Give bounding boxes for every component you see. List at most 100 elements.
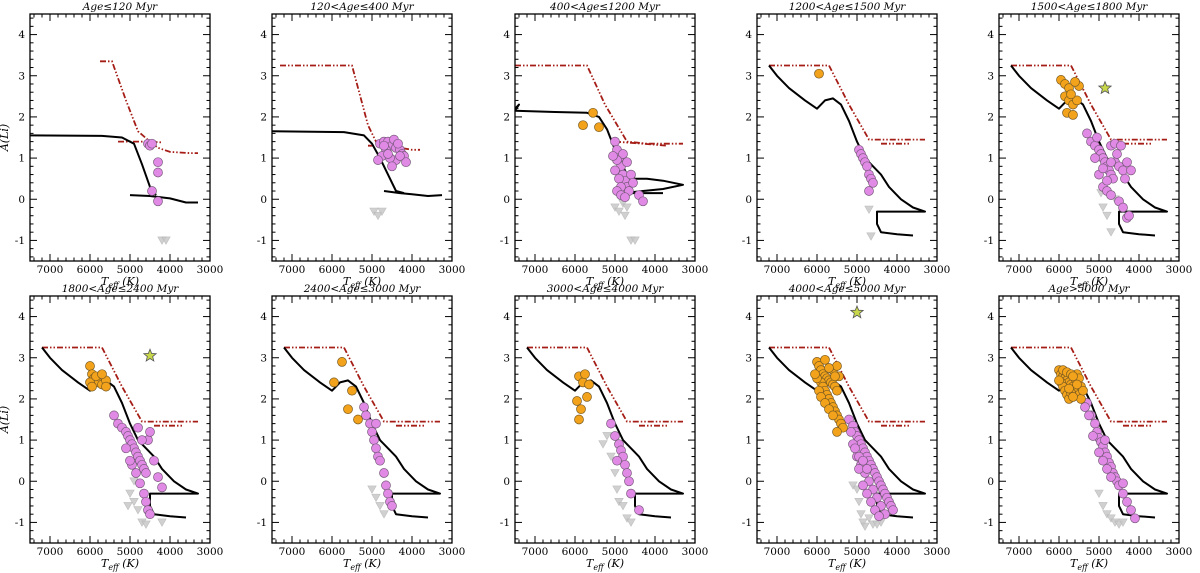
normal-star-point	[1130, 513, 1140, 524]
upper-limit-marker	[375, 502, 385, 511]
normal-star-point	[383, 149, 393, 159]
upper-limit-marker	[1118, 518, 1128, 527]
li-rich-point	[574, 414, 584, 425]
upper-limit-marker	[610, 203, 620, 212]
normal-star-point	[874, 511, 884, 522]
li-rich-point	[1078, 385, 1088, 396]
li-rich-threshold-line	[769, 64, 925, 141]
isochrone-line	[129, 194, 198, 204]
upper-limit-marker	[369, 207, 379, 217]
y-axis-label: A(Li)	[0, 406, 11, 434]
normal-star-point	[866, 496, 876, 507]
li-rich-point	[814, 68, 824, 79]
y-tick-label: 3	[745, 70, 752, 82]
x-tick-label: 5000	[602, 264, 629, 276]
li-rich-point	[337, 357, 347, 367]
li-rich-point	[85, 361, 95, 371]
x-tick-label: 3000	[1166, 264, 1193, 276]
x-tick-label: 7000	[1006, 264, 1033, 276]
normal-star-point	[157, 482, 167, 493]
upper-limit-marker	[620, 211, 630, 221]
normal-star-point	[1098, 163, 1108, 174]
y-tick-label: 4	[18, 311, 25, 323]
y-tick-label: -1	[15, 235, 25, 247]
x-axis-label: Teff (K)	[1070, 557, 1108, 572]
normal-star-point	[626, 488, 636, 499]
upper-limit-marker	[858, 518, 868, 527]
li-rich-point	[1076, 394, 1086, 404]
panel-10: Age>5000 Myr -1 0 1 2 3 4 7000 6000 5000 4000 3000 T…	[984, 283, 1193, 572]
isochrone-line	[41, 346, 199, 519]
panel-1: Age≤120 Myr -1 0 1 2 3 4 7000 6000 5000 4000 3000 Te…	[0, 1, 223, 290]
upper-limit-marker	[626, 518, 636, 527]
normal-star-point	[1126, 165, 1136, 176]
panel-title: 400<Age≤1200 Myr	[549, 1, 661, 13]
li-rich-threshold-line	[1011, 64, 1167, 141]
panel-5: 1500<Age≤1800 Myr -1 0 1 2 3 4 7000 6000 5000 4000…	[984, 1, 1193, 290]
normal-star-point	[125, 455, 135, 466]
li-rich-point	[1068, 371, 1078, 382]
upper-limit-marker	[866, 232, 876, 241]
isochrone-line	[30, 134, 157, 196]
x-tick-label: 3000	[1166, 546, 1193, 558]
x-tick-label: 4000	[399, 546, 426, 558]
y-tick-label: 1	[745, 153, 752, 165]
isochrone-line	[383, 190, 443, 197]
li-rich-point	[1070, 77, 1080, 87]
panel-data	[283, 346, 441, 519]
li-rich-threshold-line	[280, 64, 420, 151]
panel-data	[272, 64, 443, 221]
normal-star-point	[383, 488, 393, 499]
li-rich-point	[594, 122, 604, 133]
x-tick-label: 5000	[1086, 264, 1113, 276]
x-tick-label: 5000	[844, 264, 871, 276]
y-tick-label: 4	[987, 311, 994, 323]
x-tick-label: 4000	[642, 264, 669, 276]
x-tick-label: 3000	[439, 546, 466, 558]
li-rich-point	[343, 404, 353, 415]
normal-star-point	[1100, 435, 1110, 445]
x-tick-label: 3000	[197, 264, 224, 276]
x-tick-label: 7000	[279, 264, 306, 276]
y-tick-label: 4	[503, 29, 510, 41]
li-rich-point	[810, 369, 820, 380]
y-tick-label: 1	[987, 153, 994, 165]
y-tick-label: 0	[745, 476, 752, 488]
normal-star-point	[606, 418, 616, 429]
normal-star-point	[147, 186, 157, 196]
x-tick-label: 6000	[319, 546, 346, 558]
normal-star-point	[620, 192, 630, 203]
normal-star-point	[858, 480, 868, 491]
x-tick-label: 7000	[1006, 546, 1033, 558]
x-tick-label: 5000	[359, 546, 386, 558]
upper-limit-marker	[610, 469, 620, 478]
y-tick-label: 2	[987, 111, 994, 123]
panel-2: 120<Age≤400 Myr -1 0 1 2 3 4 7000 6000 5000 4000 30…	[257, 1, 466, 290]
li-rich-point	[329, 377, 339, 388]
y-tick-label: 3	[503, 352, 510, 364]
y-tick-label: -1	[257, 517, 267, 529]
y-tick-label: 1	[18, 435, 25, 447]
normal-star-point	[379, 140, 389, 151]
upper-limit-marker	[157, 518, 167, 527]
upper-limit-marker	[622, 203, 632, 212]
x-tick-label: 3000	[682, 546, 709, 558]
y-tick-label: 1	[18, 153, 25, 165]
normal-star-point	[1126, 505, 1136, 515]
normal-star-point	[359, 402, 369, 412]
normal-star-point	[153, 157, 163, 168]
upper-limit-marker	[860, 522, 870, 531]
normal-star-point	[608, 151, 618, 161]
panel-data	[1010, 346, 1168, 529]
normal-star-point	[131, 468, 141, 478]
panel-frame	[29, 295, 211, 544]
normal-star-point	[1120, 173, 1130, 184]
panel-data	[768, 64, 926, 241]
x-tick-label: 6000	[804, 264, 831, 276]
y-tick-label: -1	[984, 235, 994, 247]
y-tick-label: 2	[18, 393, 25, 405]
normal-star-point	[401, 157, 411, 168]
y-tick-label: -1	[257, 235, 267, 247]
normal-star-point	[1106, 190, 1116, 200]
panel-frame	[756, 295, 938, 544]
